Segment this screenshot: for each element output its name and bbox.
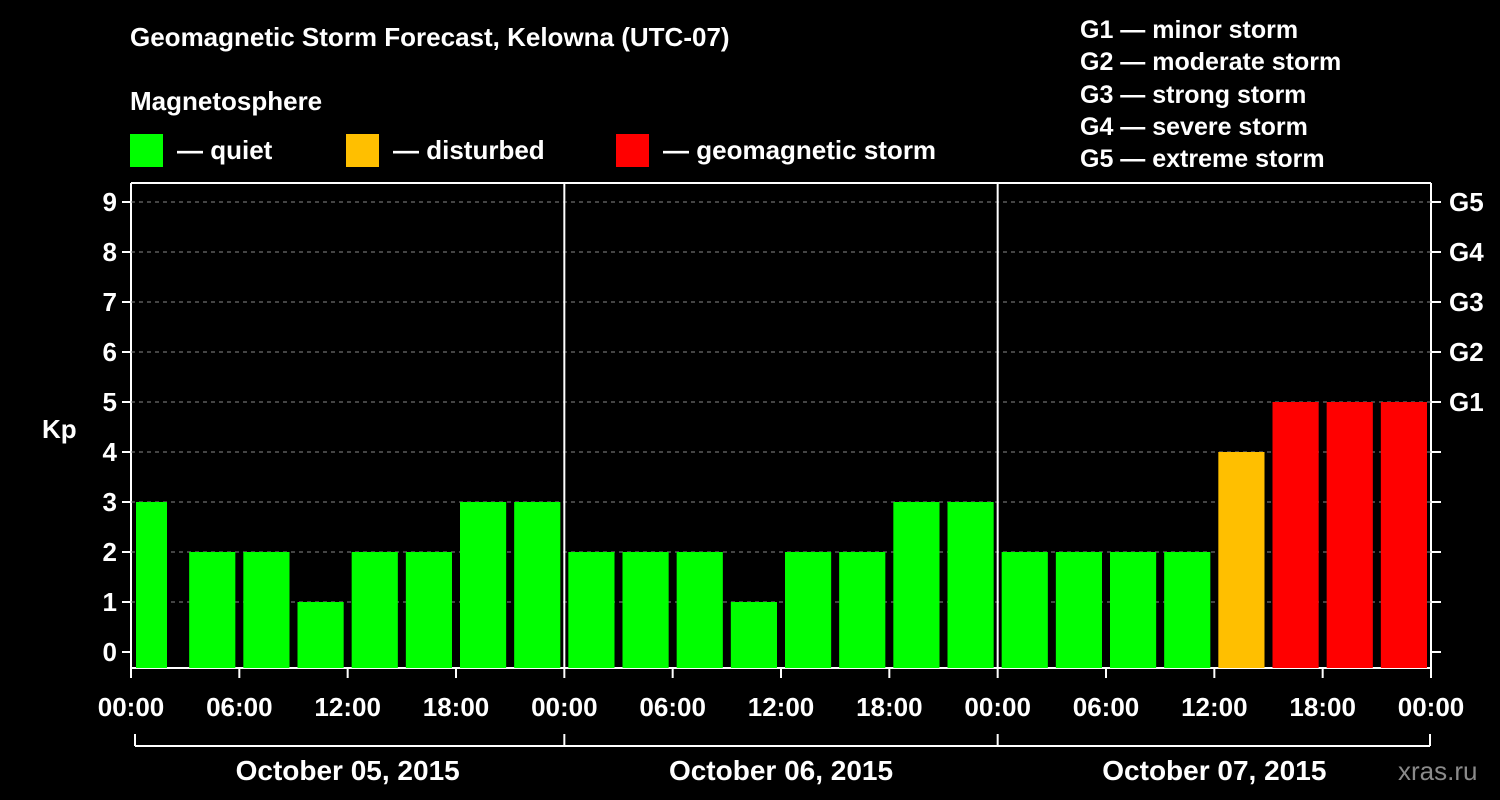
bar-4 bbox=[351, 552, 398, 668]
bar-16 bbox=[1001, 552, 1048, 668]
bar-22 bbox=[1326, 402, 1373, 668]
xtick-label-5: 06:00 bbox=[639, 692, 706, 722]
bar-12 bbox=[785, 552, 832, 668]
legend-label-storm: — geomagnetic storm bbox=[663, 134, 937, 165]
g-tick-label-g4: G4 bbox=[1449, 237, 1484, 267]
bar-19 bbox=[1164, 552, 1211, 668]
bar-23 bbox=[1380, 402, 1427, 668]
day-label-2: October 07, 2015 bbox=[1102, 755, 1326, 786]
ytick-label-9: 9 bbox=[103, 187, 117, 217]
ytick-label-1: 1 bbox=[103, 587, 117, 617]
watermark: xras.ru bbox=[1398, 756, 1478, 786]
bar-15 bbox=[947, 502, 994, 668]
legend-label-quiet: — quiet bbox=[177, 134, 273, 165]
bar-2 bbox=[243, 552, 290, 668]
legend-item-disturbed: — disturbed bbox=[346, 133, 545, 167]
bar-0 bbox=[136, 502, 167, 668]
g-level-g3: G3 — strong storm bbox=[1080, 80, 1307, 109]
xtick-label-12: 00:00 bbox=[1398, 692, 1465, 722]
g-level-list: G1 — minor storm G2 — moderate storm G3 … bbox=[1080, 14, 1341, 175]
bar-3 bbox=[297, 602, 344, 668]
xtick-label-9: 06:00 bbox=[1073, 692, 1140, 722]
g-level-g1: G1 — minor storm bbox=[1080, 16, 1299, 44]
bar-10 bbox=[676, 552, 723, 668]
bar-1 bbox=[189, 552, 236, 668]
legend-swatch-storm bbox=[616, 133, 649, 167]
ytick-label-7: 7 bbox=[103, 287, 117, 317]
ytick-label-2: 2 bbox=[103, 537, 117, 567]
xtick-label-1: 06:00 bbox=[206, 692, 273, 722]
g-level-g4: G4 — severe storm bbox=[1080, 112, 1308, 141]
xtick-label-2: 12:00 bbox=[314, 692, 381, 722]
bar-17 bbox=[1055, 552, 1102, 668]
y-axis-label: Kp bbox=[42, 414, 77, 444]
bar-21 bbox=[1272, 402, 1319, 668]
day-label-0: October 05, 2015 bbox=[236, 755, 460, 786]
day-label-1: October 06, 2015 bbox=[669, 755, 893, 786]
xtick-label-11: 18:00 bbox=[1289, 692, 1356, 722]
bar-14 bbox=[893, 502, 940, 668]
legend-label-disturbed: — disturbed bbox=[393, 134, 545, 165]
bar-13 bbox=[839, 552, 886, 668]
xtick-label-7: 18:00 bbox=[856, 692, 923, 722]
g-tick-label-g2: G2 bbox=[1449, 337, 1484, 367]
g-level-g2: G2 — moderate storm bbox=[1080, 48, 1342, 77]
legend-item-quiet: — quiet bbox=[130, 133, 272, 167]
xtick-label-4: 00:00 bbox=[531, 692, 598, 722]
xtick-label-8: 00:00 bbox=[964, 692, 1031, 722]
xtick-label-0: 00:00 bbox=[98, 692, 165, 722]
xtick-label-10: 12:00 bbox=[1181, 692, 1248, 722]
ytick-label-6: 6 bbox=[103, 337, 117, 367]
g-level-g5: G5 — extreme storm bbox=[1080, 145, 1325, 174]
ytick-label-5: 5 bbox=[103, 387, 117, 417]
bar-18 bbox=[1110, 552, 1157, 668]
chart-title: Geomagnetic Storm Forecast, Kelowna (UTC… bbox=[130, 22, 730, 52]
legend-swatch-disturbed bbox=[346, 133, 379, 167]
legend-item-storm: — geomagnetic storm bbox=[616, 133, 936, 167]
xtick-label-3: 18:00 bbox=[423, 692, 490, 722]
bar-6 bbox=[460, 502, 507, 668]
bar-8 bbox=[568, 552, 615, 668]
bar-5 bbox=[405, 552, 452, 668]
bar-9 bbox=[622, 552, 669, 668]
legend-swatch-quiet bbox=[130, 133, 163, 167]
legend-subtitle: Magnetosphere bbox=[130, 86, 323, 116]
bar-20 bbox=[1218, 452, 1265, 668]
g-tick-label-g5: G5 bbox=[1449, 187, 1484, 217]
g-tick-label-g3: G3 bbox=[1449, 287, 1484, 317]
bar-7 bbox=[514, 502, 561, 668]
ytick-label-0: 0 bbox=[103, 637, 117, 667]
ytick-label-4: 4 bbox=[103, 437, 118, 467]
ytick-label-8: 8 bbox=[103, 237, 117, 267]
bar-11 bbox=[730, 602, 777, 668]
xtick-label-6: 12:00 bbox=[748, 692, 815, 722]
g-tick-label-g1: G1 bbox=[1449, 387, 1484, 417]
ytick-label-3: 3 bbox=[103, 487, 117, 517]
